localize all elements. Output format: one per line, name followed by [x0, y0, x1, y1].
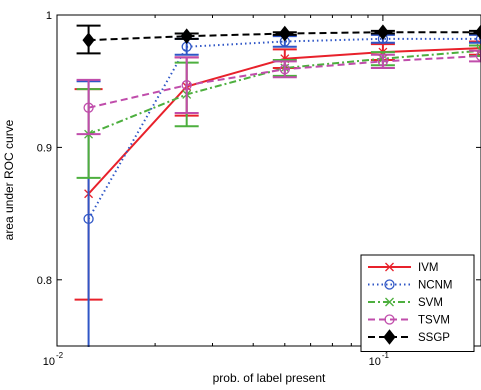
- x-tick-label: 10: [369, 356, 381, 368]
- errorbar-ssgp-4: [469, 29, 481, 35]
- errorbar-tsvm-4: [469, 49, 481, 63]
- legend-item-ssgp: SSGP: [368, 329, 450, 345]
- point-ssgp-0: [82, 32, 95, 48]
- point-ncnm-4: [475, 33, 481, 44]
- legend-label: TSVM: [418, 315, 450, 327]
- point-svm-4: [476, 46, 481, 56]
- data-layer: [74, 24, 481, 347]
- x-tick-label: 10: [43, 356, 55, 368]
- series-ssgp: [76, 24, 481, 55]
- legend-marker: [384, 279, 395, 290]
- point-tsvm-2: [279, 64, 290, 75]
- point-ssgp-3: [376, 24, 390, 41]
- series-line-tsvm: [88, 55, 481, 109]
- legend-marker-stroke-b: [385, 297, 394, 307]
- point-tsvm-1: [181, 80, 192, 91]
- legend-box: [360, 254, 475, 352]
- x-tick-exponent: -2: [56, 351, 64, 360]
- legend-label: SVM: [418, 297, 443, 309]
- y-tick-label: 0.9: [37, 142, 52, 154]
- point-tsvm-4: [475, 50, 481, 62]
- legend-label: IVM: [418, 262, 438, 274]
- legend-item-ncnm: NCNM: [368, 279, 453, 292]
- legend-item-ivm: IVM: [368, 262, 438, 274]
- point-tsvm-0: [83, 102, 94, 113]
- errorbar-ncnm-4: [469, 33, 481, 44]
- series-tsvm: [76, 49, 481, 136]
- legend-label: SSGP: [418, 332, 450, 344]
- legend-item-svm: SVM: [368, 297, 443, 309]
- x-tick-exponent: -1: [382, 351, 390, 360]
- y-tick-label: 1: [46, 10, 52, 22]
- series-line-svm: [88, 49, 481, 136]
- legend: IVM NCNM SVM TSVM SSGP: [360, 254, 475, 352]
- point-ssgp-4: [474, 24, 481, 41]
- y-axis-label: area under ROC curve: [2, 119, 16, 240]
- legend-marker-stroke-b: [385, 262, 394, 272]
- point-svm-4-stroke-b: [476, 49, 481, 56]
- legend-marker: [384, 314, 395, 325]
- legend-marker: [385, 262, 394, 272]
- x-axis-label: prob. of label present: [213, 371, 326, 385]
- errorbar-ivm-4: [469, 40, 481, 56]
- legend-label: NCNM: [418, 280, 453, 292]
- point-svm-4-stroke-a: [476, 46, 481, 52]
- legend-item-tsvm: TSVM: [368, 314, 450, 327]
- y-tick-label: 0.8: [37, 275, 52, 287]
- point-tsvm-3: [377, 56, 389, 67]
- point-ssgp-1: [180, 28, 193, 44]
- point-ssgp-2: [278, 25, 291, 42]
- plot-frame: [56, 14, 481, 347]
- legend-marker: [383, 329, 396, 345]
- legend-marker: [385, 297, 394, 307]
- point-ncnm-0: [83, 213, 94, 225]
